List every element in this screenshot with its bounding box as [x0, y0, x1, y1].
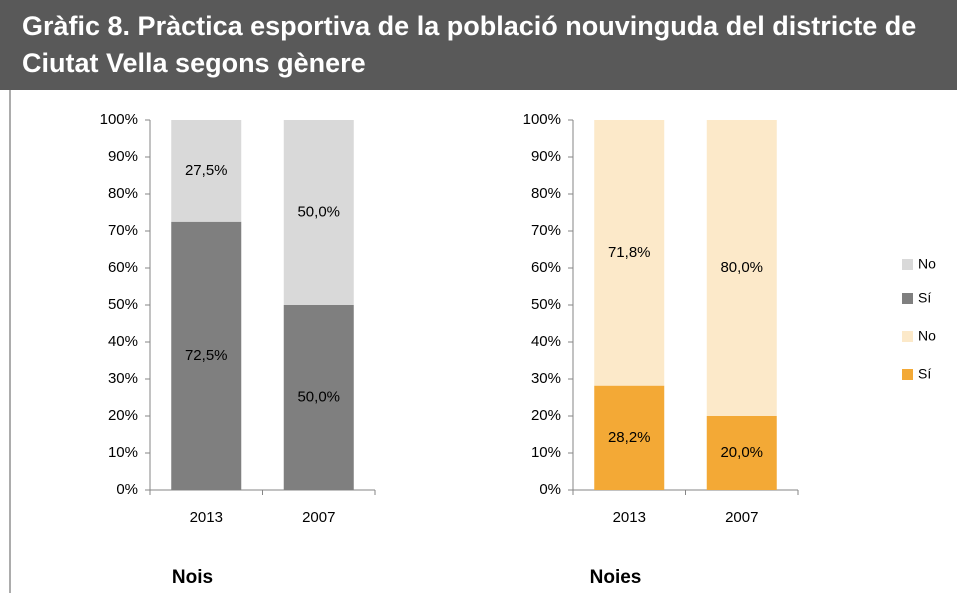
header-title: Gràfic 8. Pràctica esportiva de la pobla… — [0, 0, 957, 90]
bar-segment — [171, 221, 242, 490]
y-tick-label: 40% — [108, 333, 138, 350]
y-tick-label: 60% — [531, 259, 561, 276]
y-tick-label: 70% — [108, 222, 138, 239]
bar-segment — [594, 385, 665, 490]
legend-swatch — [902, 293, 913, 304]
chart-title: Noies — [590, 567, 642, 588]
y-tick-label: 0% — [116, 481, 138, 498]
y-tick-label: 60% — [108, 259, 138, 276]
legend-label: No — [918, 256, 936, 272]
legend-swatch — [902, 331, 913, 342]
value-label: 50,0% — [297, 203, 340, 220]
y-tick-label: 100% — [523, 111, 561, 128]
y-tick-label: 90% — [108, 148, 138, 165]
value-label: 71,8% — [608, 244, 651, 261]
y-tick-label: 80% — [531, 185, 561, 202]
y-tick-label: 10% — [531, 444, 561, 461]
x-tick-label: 2007 — [302, 509, 335, 526]
x-tick-label: 2013 — [613, 509, 646, 526]
bar-segment — [594, 120, 665, 386]
y-tick-label: 100% — [100, 111, 138, 128]
legend-label: Sí — [918, 366, 931, 382]
y-tick-label: 70% — [531, 222, 561, 239]
x-tick-label: 2013 — [190, 509, 223, 526]
y-tick-label: 20% — [108, 407, 138, 424]
legend-swatch — [902, 369, 913, 380]
bar-segment — [283, 305, 354, 490]
y-tick-label: 80% — [108, 185, 138, 202]
value-label: 20,0% — [720, 444, 763, 461]
y-tick-label: 30% — [531, 370, 561, 387]
y-tick-label: 40% — [531, 333, 561, 350]
y-tick-label: 0% — [539, 481, 561, 498]
bar-segment — [706, 120, 777, 416]
chart-title: Nois — [172, 567, 213, 588]
legend-label: No — [918, 328, 936, 344]
y-tick-label: 50% — [108, 296, 138, 313]
value-label: 27,5% — [185, 162, 228, 179]
legend-label: Sí — [918, 290, 931, 306]
legend-swatch — [902, 259, 913, 270]
y-tick-label: 50% — [531, 296, 561, 313]
bar-segment — [706, 416, 777, 490]
bar-segment — [283, 120, 354, 305]
value-label: 50,0% — [297, 388, 340, 405]
value-label: 80,0% — [720, 259, 763, 276]
bar-segment — [171, 120, 242, 222]
y-tick-label: 20% — [531, 407, 561, 424]
y-tick-label: 90% — [531, 148, 561, 165]
x-tick-label: 2007 — [725, 509, 758, 526]
y-tick-label: 10% — [108, 444, 138, 461]
value-label: 72,5% — [185, 347, 228, 364]
value-label: 28,2% — [608, 429, 651, 446]
y-tick-label: 30% — [108, 370, 138, 387]
